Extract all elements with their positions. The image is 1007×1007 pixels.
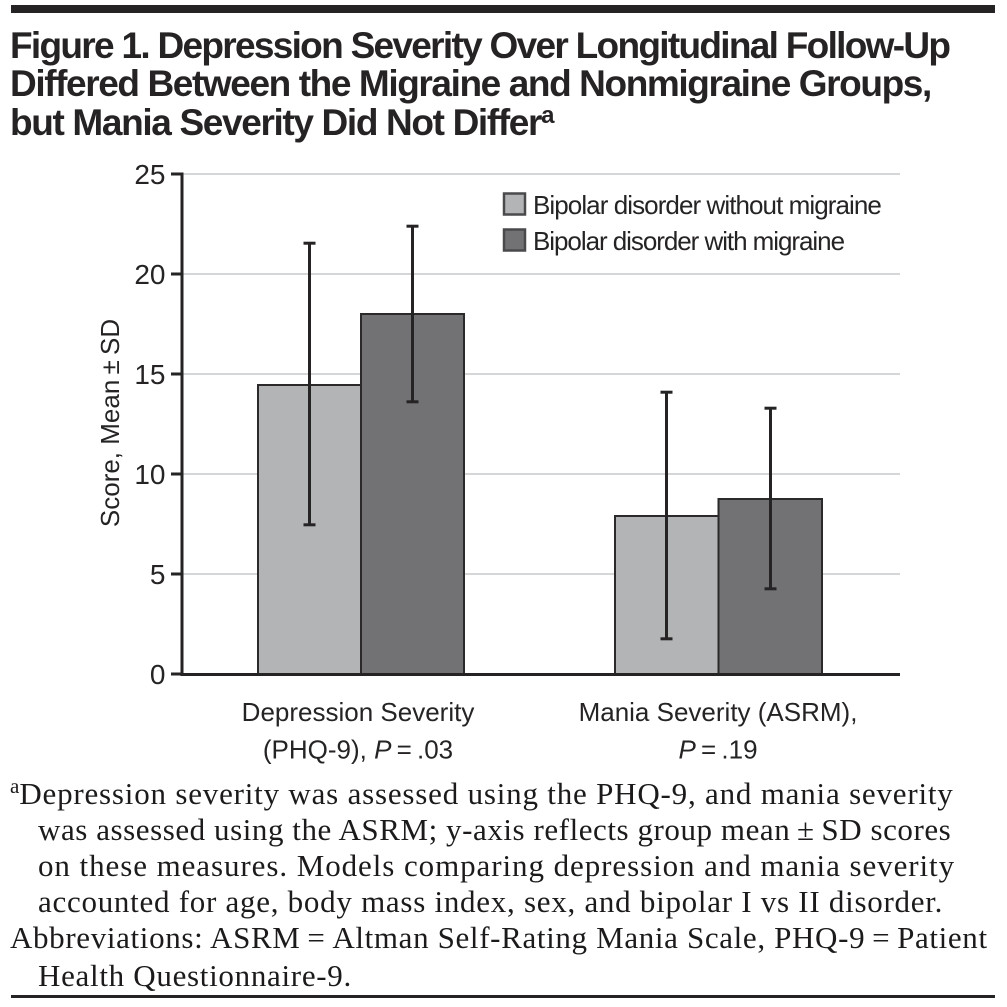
svg-text:Mania Severity (ASRM),: Mania Severity (ASRM), — [579, 697, 858, 727]
svg-text:Bipolar disorder without migra: Bipolar disorder without migraine — [533, 190, 881, 220]
svg-text:0: 0 — [150, 659, 166, 690]
svg-text:Depression Severity: Depression Severity — [242, 697, 475, 727]
svg-text:P = .19: P = .19 — [678, 734, 757, 764]
svg-text:(PHQ-9), P = .03: (PHQ-9), P = .03 — [263, 734, 453, 764]
svg-text:Bipolar disorder with migraine: Bipolar disorder with migraine — [533, 226, 845, 256]
svg-text:20: 20 — [134, 259, 165, 290]
svg-text:10: 10 — [134, 459, 165, 490]
svg-text:15: 15 — [134, 359, 165, 390]
svg-text:5: 5 — [150, 559, 166, 590]
svg-text:25: 25 — [134, 159, 165, 190]
svg-text:Score, Mean ± SD: Score, Mean ± SD — [95, 319, 125, 527]
